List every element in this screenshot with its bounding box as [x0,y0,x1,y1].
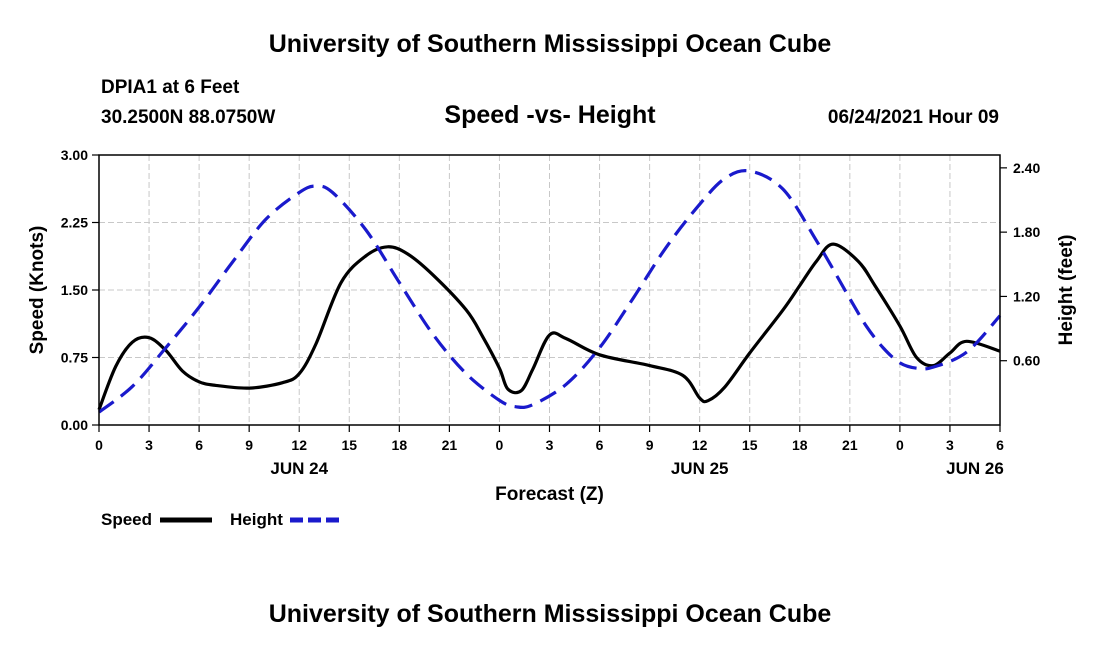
y-left-tick-label: 0.00 [61,417,88,433]
series-line-speed [97,242,1001,411]
x-tick-label: 21 [842,437,858,453]
y-right-tick-label: 1.20 [1013,288,1040,304]
x-tick-label: 0 [896,437,904,453]
x-tick-label: 9 [245,437,253,453]
grid-lines [99,155,1000,425]
x-tick-label: 18 [792,437,808,453]
y-left-tick-label: 0.75 [61,350,88,366]
x-tick-label: 6 [195,437,203,453]
series-lines [97,169,1002,414]
y-left-tick-label: 3.00 [61,147,88,163]
x-axis-label: Forecast (Z) [495,484,604,505]
x-tick-label: 3 [145,437,153,453]
legend-speed-label: Speed [101,510,152,529]
y-axis-right-label: Height (feet) [1056,235,1077,346]
x-tick-label: 12 [291,437,307,453]
legend-height-label: Height [230,510,283,529]
x-tick-label: 3 [546,437,554,453]
chart-title-top: University of Southern Mississippi Ocean… [268,30,832,58]
forecast-datetime: 06/24/2021 Hour 09 [827,107,999,128]
x-tick-label: 15 [742,437,758,453]
date-label: JUN 25 [671,459,729,478]
date-label: JUN 24 [270,459,328,478]
y-right-tick-label: 0.60 [1013,353,1040,369]
series-line-height [98,169,1002,414]
chart-subtitle: Speed -vs- Height [444,101,656,129]
y-left-tick-label: 1.50 [61,282,88,298]
x-tick-label: 18 [392,437,408,453]
x-tick-label: 0 [95,437,103,453]
x-tick-label: 9 [646,437,654,453]
y-right-tick-label: 1.80 [1013,224,1040,240]
x-tick-label: 6 [596,437,604,453]
x-tick-label: 3 [946,437,954,453]
y-axis-left-label: Speed (Knots) [27,226,48,355]
x-tick-label: 21 [442,437,458,453]
x-tick-label: 6 [996,437,1004,453]
date-label: JUN 26 [946,459,1004,478]
x-tick-label: 12 [692,437,708,453]
x-tick-label: 15 [341,437,357,453]
y-right-tick-label: 2.40 [1013,160,1040,176]
y-left-tick-label: 2.25 [61,215,88,231]
station-coordinates: 30.2500N 88.0750W [101,107,276,128]
axes: 0 3 6 9 12 15 18 21 0 3 6 9 12 15 18 21 0 3 6 JUN 24 JUN 25 J… [61,147,1041,478]
x-tick-label: 0 [496,437,504,453]
legend: Speed Height [101,510,342,529]
station-label: DPIA1 at 6 Feet [101,77,240,98]
chart-title-bottom: University of Southern Mississippi Ocean… [268,600,832,628]
